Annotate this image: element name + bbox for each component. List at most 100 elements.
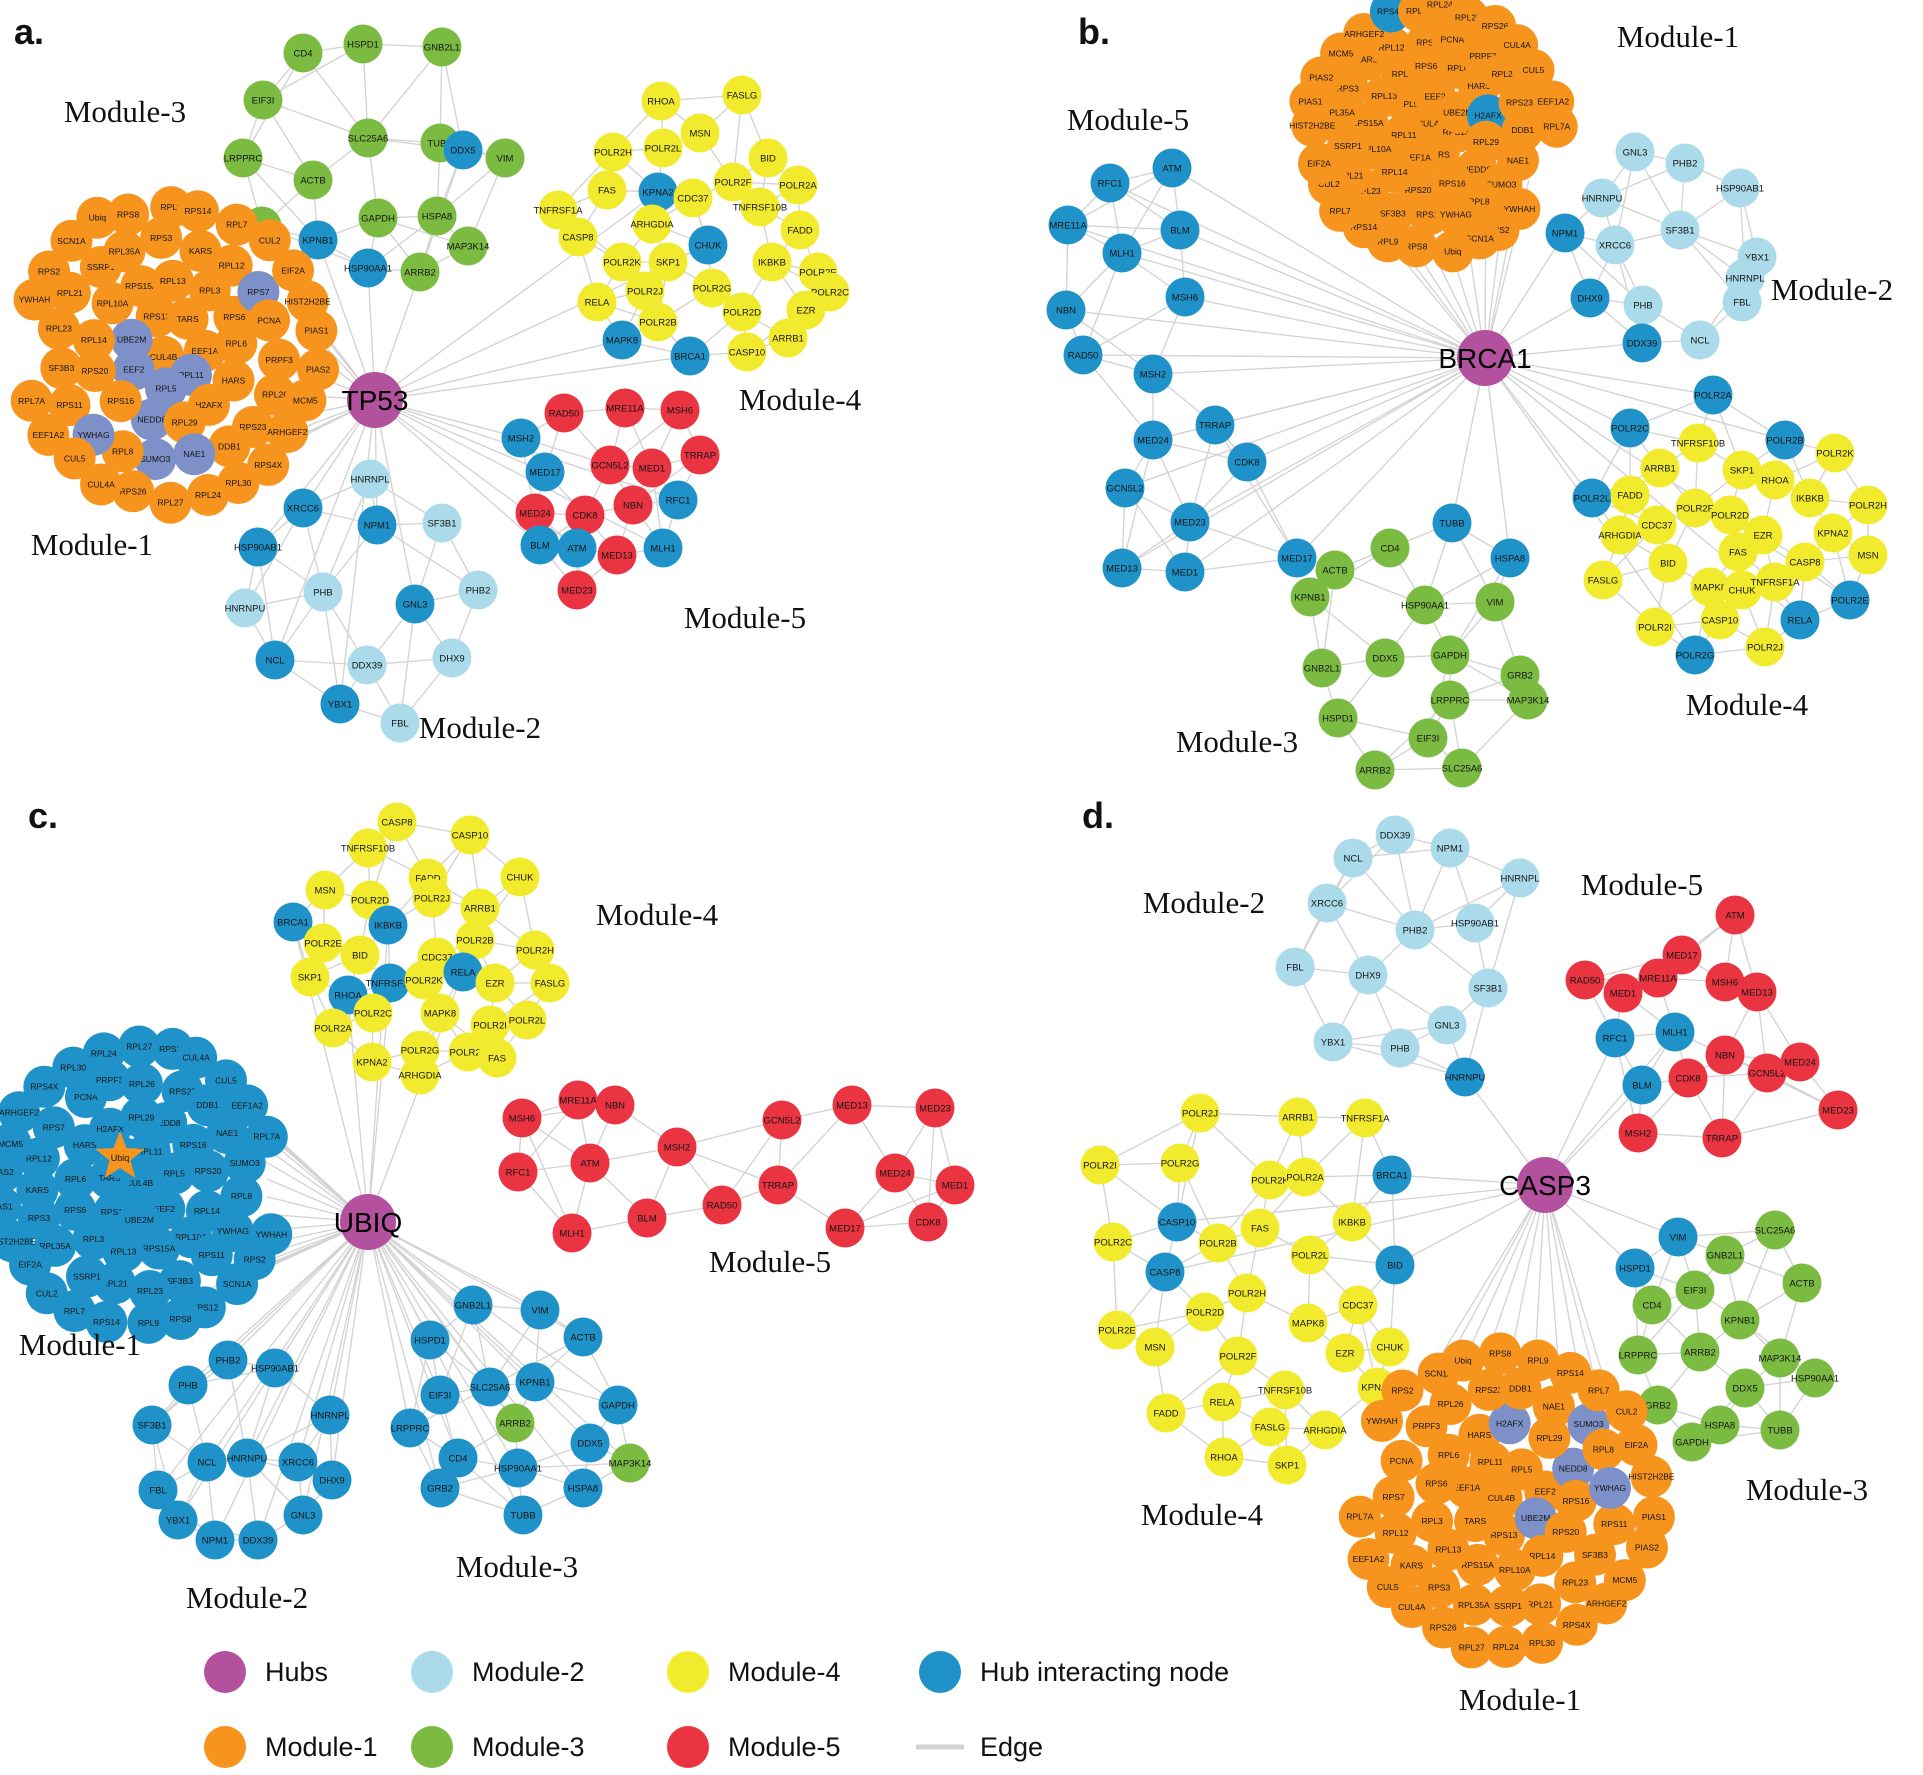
node-ARRB2[interactable] [495, 1403, 535, 1443]
node-RELA[interactable] [1780, 600, 1820, 640]
node-MED24[interactable] [1780, 1042, 1820, 1082]
node-POLR2A[interactable] [313, 1008, 353, 1048]
node-RPS8[interactable] [1479, 1332, 1522, 1375]
node-PRPF3[interactable] [258, 338, 301, 381]
node-RPL29[interactable] [163, 401, 206, 444]
node-RPL29[interactable] [1528, 1416, 1571, 1459]
node-Ubiq[interactable] [1431, 230, 1474, 273]
node-SKP1[interactable] [290, 957, 330, 997]
node-DHX9[interactable] [1570, 278, 1610, 318]
node-MSN[interactable] [1135, 1327, 1175, 1367]
node-RPL6[interactable] [1427, 1433, 1470, 1476]
node-FASLG[interactable] [1250, 1407, 1290, 1447]
node-TNFRSF10B[interactable] [348, 828, 388, 868]
node-DHX9[interactable] [1348, 955, 1388, 995]
node-CUL4A[interactable] [80, 463, 123, 506]
node-MSH6[interactable] [1165, 277, 1205, 317]
node-MAPK8[interactable] [602, 320, 642, 360]
node-FAS[interactable] [477, 1038, 517, 1078]
node-DDX5[interactable] [1365, 638, 1405, 678]
node-RPS11[interactable] [1593, 1503, 1636, 1546]
node-HNRNPU[interactable] [1445, 1057, 1485, 1097]
node-MSH2[interactable] [1618, 1113, 1658, 1153]
node-NBN[interactable] [1046, 290, 1086, 330]
node-CHUK[interactable] [1370, 1327, 1410, 1367]
node-CASP10[interactable] [727, 332, 767, 372]
node-FASLG[interactable] [722, 75, 762, 115]
hub-node-CASP3[interactable] [1517, 1157, 1573, 1213]
node-MAPK8[interactable] [1690, 567, 1730, 607]
node-PHB[interactable] [168, 1365, 208, 1405]
node-MAP3K14[interactable] [610, 1443, 650, 1483]
node-POLR2F[interactable] [448, 1032, 488, 1072]
node-ARRB1[interactable] [1278, 1097, 1318, 1137]
node-RPL30[interactable] [1521, 1621, 1564, 1664]
node-GAPDH[interactable] [598, 1385, 638, 1425]
node-EIF3I[interactable] [1408, 718, 1448, 758]
node-RHOA[interactable] [641, 81, 681, 121]
node-SF3B1[interactable] [132, 1405, 172, 1445]
node-MAPK8[interactable] [420, 993, 460, 1033]
node-KPNA2[interactable] [352, 1042, 392, 1082]
node-ARRB1[interactable] [460, 888, 500, 928]
node-ACTB[interactable] [563, 1317, 603, 1357]
node-RPS7[interactable] [32, 1106, 75, 1149]
node-POLR2L[interactable] [1290, 1235, 1330, 1275]
node-POLR2A[interactable] [778, 165, 818, 205]
node-CASP8[interactable] [558, 217, 598, 257]
node-CD4[interactable] [438, 1438, 478, 1478]
node-POLR2L[interactable] [507, 1000, 547, 1040]
node-RAD50[interactable] [544, 393, 584, 433]
hub-node-BRCA1[interactable] [1457, 330, 1513, 386]
node-CASP8[interactable] [377, 802, 417, 842]
node-HIST2H2BE[interactable] [1630, 1455, 1673, 1498]
node-HSP90AA1[interactable] [348, 248, 388, 288]
node-TRRAP[interactable] [680, 435, 720, 475]
node-NAE1[interactable] [173, 433, 216, 476]
node-RPL21[interactable] [1519, 1583, 1562, 1626]
node-CHUK[interactable] [500, 857, 540, 897]
node-XRCC6[interactable] [1307, 883, 1347, 923]
node-POLR2A[interactable] [1693, 375, 1733, 415]
node-POLR2D[interactable] [1185, 1292, 1225, 1332]
node-FBL[interactable] [138, 1470, 178, 1510]
node-LRPPRC[interactable] [390, 1408, 430, 1448]
node-HSPA8[interactable] [417, 196, 457, 236]
node-GRB2[interactable] [1638, 1385, 1678, 1425]
node-NCL[interactable] [255, 640, 295, 680]
node-LRPPRC[interactable] [1618, 1335, 1658, 1375]
node-TNFRSF10B[interactable] [1265, 1370, 1305, 1410]
node-ARHGDIA[interactable] [632, 204, 672, 244]
hub-node-TP53[interactable] [347, 372, 403, 428]
node-RPL7A[interactable] [245, 1115, 288, 1158]
node-PIAS2[interactable] [1625, 1526, 1668, 1569]
node-RPL23[interactable] [1554, 1561, 1597, 1604]
node-GNL3[interactable] [1427, 1005, 1467, 1045]
node-RAD50[interactable] [702, 1185, 742, 1225]
node-RPS15A[interactable] [137, 1227, 180, 1270]
node-RELA[interactable] [443, 952, 483, 992]
node-RPS2[interactable] [1381, 1369, 1424, 1412]
node-MED17[interactable] [1277, 538, 1317, 578]
node-PCNA[interactable] [248, 299, 291, 342]
node-NPM1[interactable] [1430, 828, 1470, 868]
node-SF3B1[interactable] [422, 503, 462, 543]
node-POLR2K[interactable] [1250, 1160, 1290, 1200]
node-POLR2B[interactable] [455, 920, 495, 960]
node-RPL14[interactable] [72, 319, 115, 362]
node-HSP90AA1[interactable] [1405, 585, 1445, 625]
node-RPL23[interactable] [37, 307, 80, 350]
node-POLR2I[interactable] [1080, 1145, 1120, 1185]
node-RHOA[interactable] [1755, 460, 1795, 500]
node-TUBB[interactable] [1760, 1410, 1800, 1450]
node-BID[interactable] [340, 935, 380, 975]
node-GNB2L1[interactable] [1302, 648, 1342, 688]
node-MED23[interactable] [915, 1088, 955, 1128]
node-PHB2[interactable] [458, 570, 498, 610]
node-EZR[interactable] [786, 290, 826, 330]
node-SSRP1[interactable] [65, 1255, 108, 1298]
node-SF3B3[interactable] [40, 347, 83, 390]
node-FAS[interactable] [587, 170, 627, 210]
node-FASLG[interactable] [530, 963, 570, 1003]
node-ARHGEF2[interactable] [1585, 1582, 1628, 1625]
